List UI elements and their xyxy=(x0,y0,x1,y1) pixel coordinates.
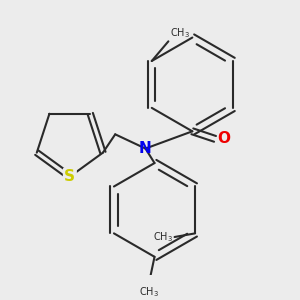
Text: N: N xyxy=(139,141,152,156)
Text: O: O xyxy=(218,131,230,146)
Text: S: S xyxy=(64,169,75,184)
Text: CH$_3$: CH$_3$ xyxy=(139,285,159,299)
Text: CH$_3$: CH$_3$ xyxy=(170,26,190,40)
Text: CH$_3$: CH$_3$ xyxy=(153,230,173,244)
